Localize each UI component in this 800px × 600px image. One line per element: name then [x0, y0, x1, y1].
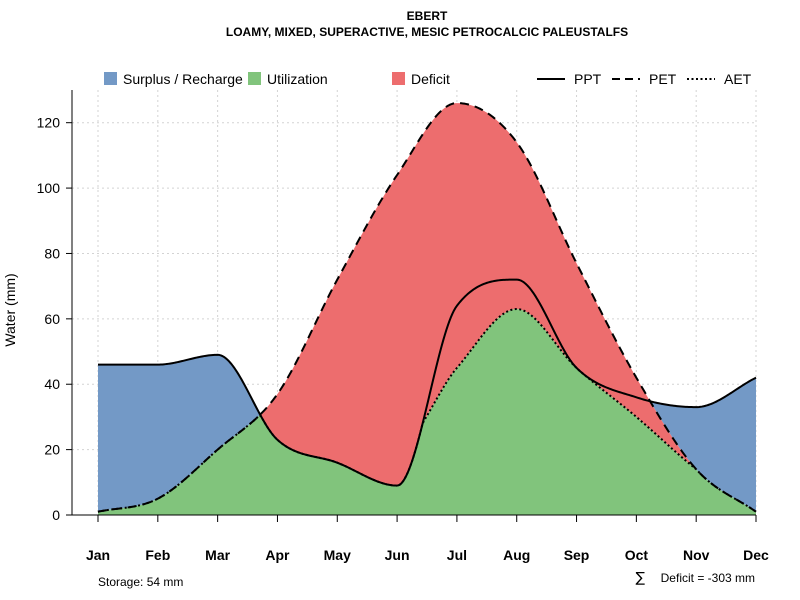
y-axis-label: Water (mm) — [2, 273, 18, 346]
legend-label-utilization: Utilization — [267, 71, 328, 87]
legend: Surplus / Recharge Utilization Deficit PPT P… — [104, 71, 752, 87]
y-tick-label: 100 — [37, 180, 61, 196]
deficit-area — [98, 103, 756, 512]
legend-label-surplus-recharge: Surplus / Recharge — [123, 71, 243, 87]
x-tick-label: Dec — [743, 547, 769, 563]
y-tick-label: 60 — [44, 311, 60, 327]
chart-title: EBERT — [407, 9, 448, 23]
series-lines — [97, 102, 757, 513]
storage-annotation: Storage: 54 mm — [98, 575, 183, 589]
x-tick-label: Nov — [683, 547, 710, 563]
series-line-ppt — [98, 278, 757, 487]
x-tick-label: Aug — [503, 547, 530, 563]
legend-label-ppt: PPT — [574, 71, 602, 87]
x-tick-label: Jan — [86, 547, 110, 563]
x-tick-label: Jun — [385, 547, 410, 563]
legend-label-aet: AET — [724, 71, 752, 87]
y-tick-label: 120 — [37, 115, 61, 131]
y-tick-label: 40 — [44, 376, 60, 392]
legend-swatch-surplus-recharge — [104, 72, 117, 85]
legend-label-pet: PET — [649, 71, 677, 87]
axes: 0 20 40 60 80 100 120 Jan Feb Mar Apr May Jun Jul Aug S… — [37, 90, 769, 563]
y-tick-label: 80 — [44, 245, 60, 261]
x-tick-label: Mar — [205, 547, 230, 563]
sum-icon: ∑ — [636, 570, 646, 586]
chart-subtitle: LOAMY, MIXED, SUPERACTIVE, MESIC PETROCA… — [226, 25, 628, 39]
legend-swatch-deficit — [392, 72, 405, 85]
deficit-annotation: Deficit = -303 mm — [661, 571, 755, 585]
x-tick-label: Apr — [265, 547, 290, 563]
x-tick-label: Sep — [564, 547, 590, 563]
y-tick-label: 0 — [52, 507, 60, 523]
x-tick-label: Oct — [625, 547, 649, 563]
y-tick-label: 20 — [44, 442, 60, 458]
x-tick-label: May — [324, 547, 351, 563]
x-tick-label: Feb — [145, 547, 170, 563]
surplus-recharge-area — [98, 103, 756, 512]
utilization-area — [98, 309, 756, 515]
legend-label-deficit: Deficit — [411, 71, 450, 87]
x-tick-label: Jul — [447, 547, 467, 563]
area-fills — [98, 103, 756, 515]
legend-swatch-utilization — [248, 72, 261, 85]
series-line-pet — [97, 102, 757, 513]
